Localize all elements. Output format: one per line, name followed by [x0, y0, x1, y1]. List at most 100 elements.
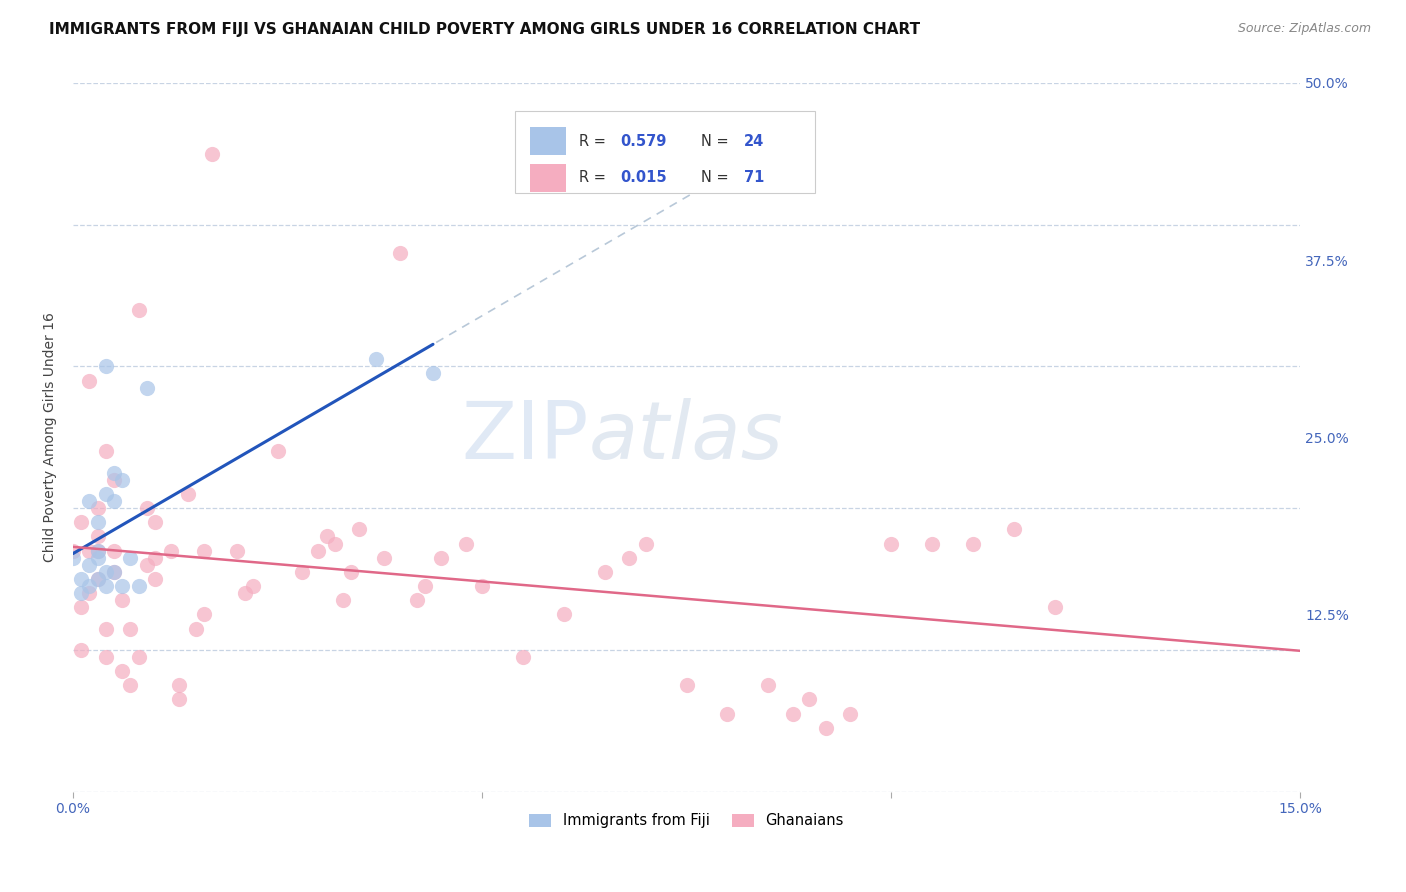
Point: [169, 678, 191, 692]
Point: [389, 246, 412, 260]
Point: [62, 550, 84, 565]
Point: [79, 494, 101, 508]
Text: 0.015: 0.015: [620, 170, 666, 186]
Text: N =: N =: [702, 134, 734, 149]
Point: [86, 572, 108, 586]
Point: [70, 600, 93, 615]
Point: [79, 586, 101, 600]
Point: [340, 565, 363, 579]
Point: [332, 593, 354, 607]
Point: [111, 579, 134, 593]
Point: [79, 579, 101, 593]
Y-axis label: Child Poverty Among Girls Under 16: Child Poverty Among Girls Under 16: [44, 312, 58, 562]
Point: [373, 550, 395, 565]
Text: 24: 24: [744, 134, 765, 149]
Point: [94, 487, 117, 501]
Point: [716, 706, 738, 721]
Bar: [530, 164, 567, 192]
Point: [1043, 600, 1066, 615]
Point: [70, 643, 93, 657]
Text: R =: R =: [579, 170, 610, 186]
Point: [135, 501, 157, 516]
Point: [103, 494, 125, 508]
Point: [70, 572, 93, 586]
Point: [128, 579, 150, 593]
Point: [103, 543, 125, 558]
Point: [266, 444, 288, 458]
Text: atlas: atlas: [589, 398, 783, 476]
Point: [225, 543, 247, 558]
Point: [512, 650, 534, 665]
Point: [413, 579, 436, 593]
Point: [160, 543, 183, 558]
Point: [593, 565, 616, 579]
Point: [619, 550, 641, 565]
Legend: Immigrants from Fiji, Ghanaians: Immigrants from Fiji, Ghanaians: [523, 807, 849, 834]
Point: [193, 543, 215, 558]
Point: [454, 536, 477, 550]
Point: [103, 565, 125, 579]
Point: [128, 302, 150, 317]
Point: [323, 536, 346, 550]
Point: [111, 593, 134, 607]
Point: [962, 536, 984, 550]
Point: [86, 550, 108, 565]
Point: [675, 678, 697, 692]
Point: [634, 536, 657, 550]
Point: [103, 466, 125, 480]
Text: Source: ZipAtlas.com: Source: ZipAtlas.com: [1237, 22, 1371, 36]
Text: ZIP: ZIP: [461, 398, 589, 476]
Point: [128, 650, 150, 665]
Point: [70, 516, 93, 530]
Text: 0.579: 0.579: [620, 134, 666, 149]
Point: [308, 543, 330, 558]
Point: [103, 473, 125, 487]
Bar: [515, 112, 815, 193]
Point: [143, 572, 166, 586]
Point: [880, 536, 903, 550]
Point: [79, 543, 101, 558]
Point: [86, 543, 108, 558]
Point: [86, 501, 108, 516]
Point: [120, 678, 142, 692]
Point: [422, 367, 444, 381]
Point: [111, 473, 134, 487]
Point: [184, 622, 207, 636]
Point: [799, 692, 821, 706]
Point: [921, 536, 943, 550]
Point: [315, 529, 337, 543]
Point: [94, 359, 117, 374]
Point: [1002, 523, 1025, 537]
Point: [349, 523, 371, 537]
Point: [120, 622, 142, 636]
Point: [70, 586, 93, 600]
Point: [135, 558, 157, 572]
Point: [94, 579, 117, 593]
Text: R =: R =: [579, 134, 610, 149]
Text: N =: N =: [702, 170, 734, 186]
Point: [405, 593, 427, 607]
Point: [94, 565, 117, 579]
Point: [120, 550, 142, 565]
Point: [86, 572, 108, 586]
Point: [553, 607, 575, 622]
Point: [201, 146, 224, 161]
Point: [758, 678, 780, 692]
Point: [169, 692, 191, 706]
Point: [94, 444, 117, 458]
Point: [79, 374, 101, 388]
Point: [839, 706, 862, 721]
Point: [233, 586, 256, 600]
Point: [430, 550, 453, 565]
Point: [111, 664, 134, 678]
Point: [94, 650, 117, 665]
Point: [86, 543, 108, 558]
Point: [782, 706, 804, 721]
Point: [143, 550, 166, 565]
Text: IMMIGRANTS FROM FIJI VS GHANAIAN CHILD POVERTY AMONG GIRLS UNDER 16 CORRELATION : IMMIGRANTS FROM FIJI VS GHANAIAN CHILD P…: [49, 22, 921, 37]
Point: [364, 352, 387, 367]
Point: [86, 516, 108, 530]
Point: [291, 565, 314, 579]
Point: [79, 558, 101, 572]
Point: [62, 543, 84, 558]
